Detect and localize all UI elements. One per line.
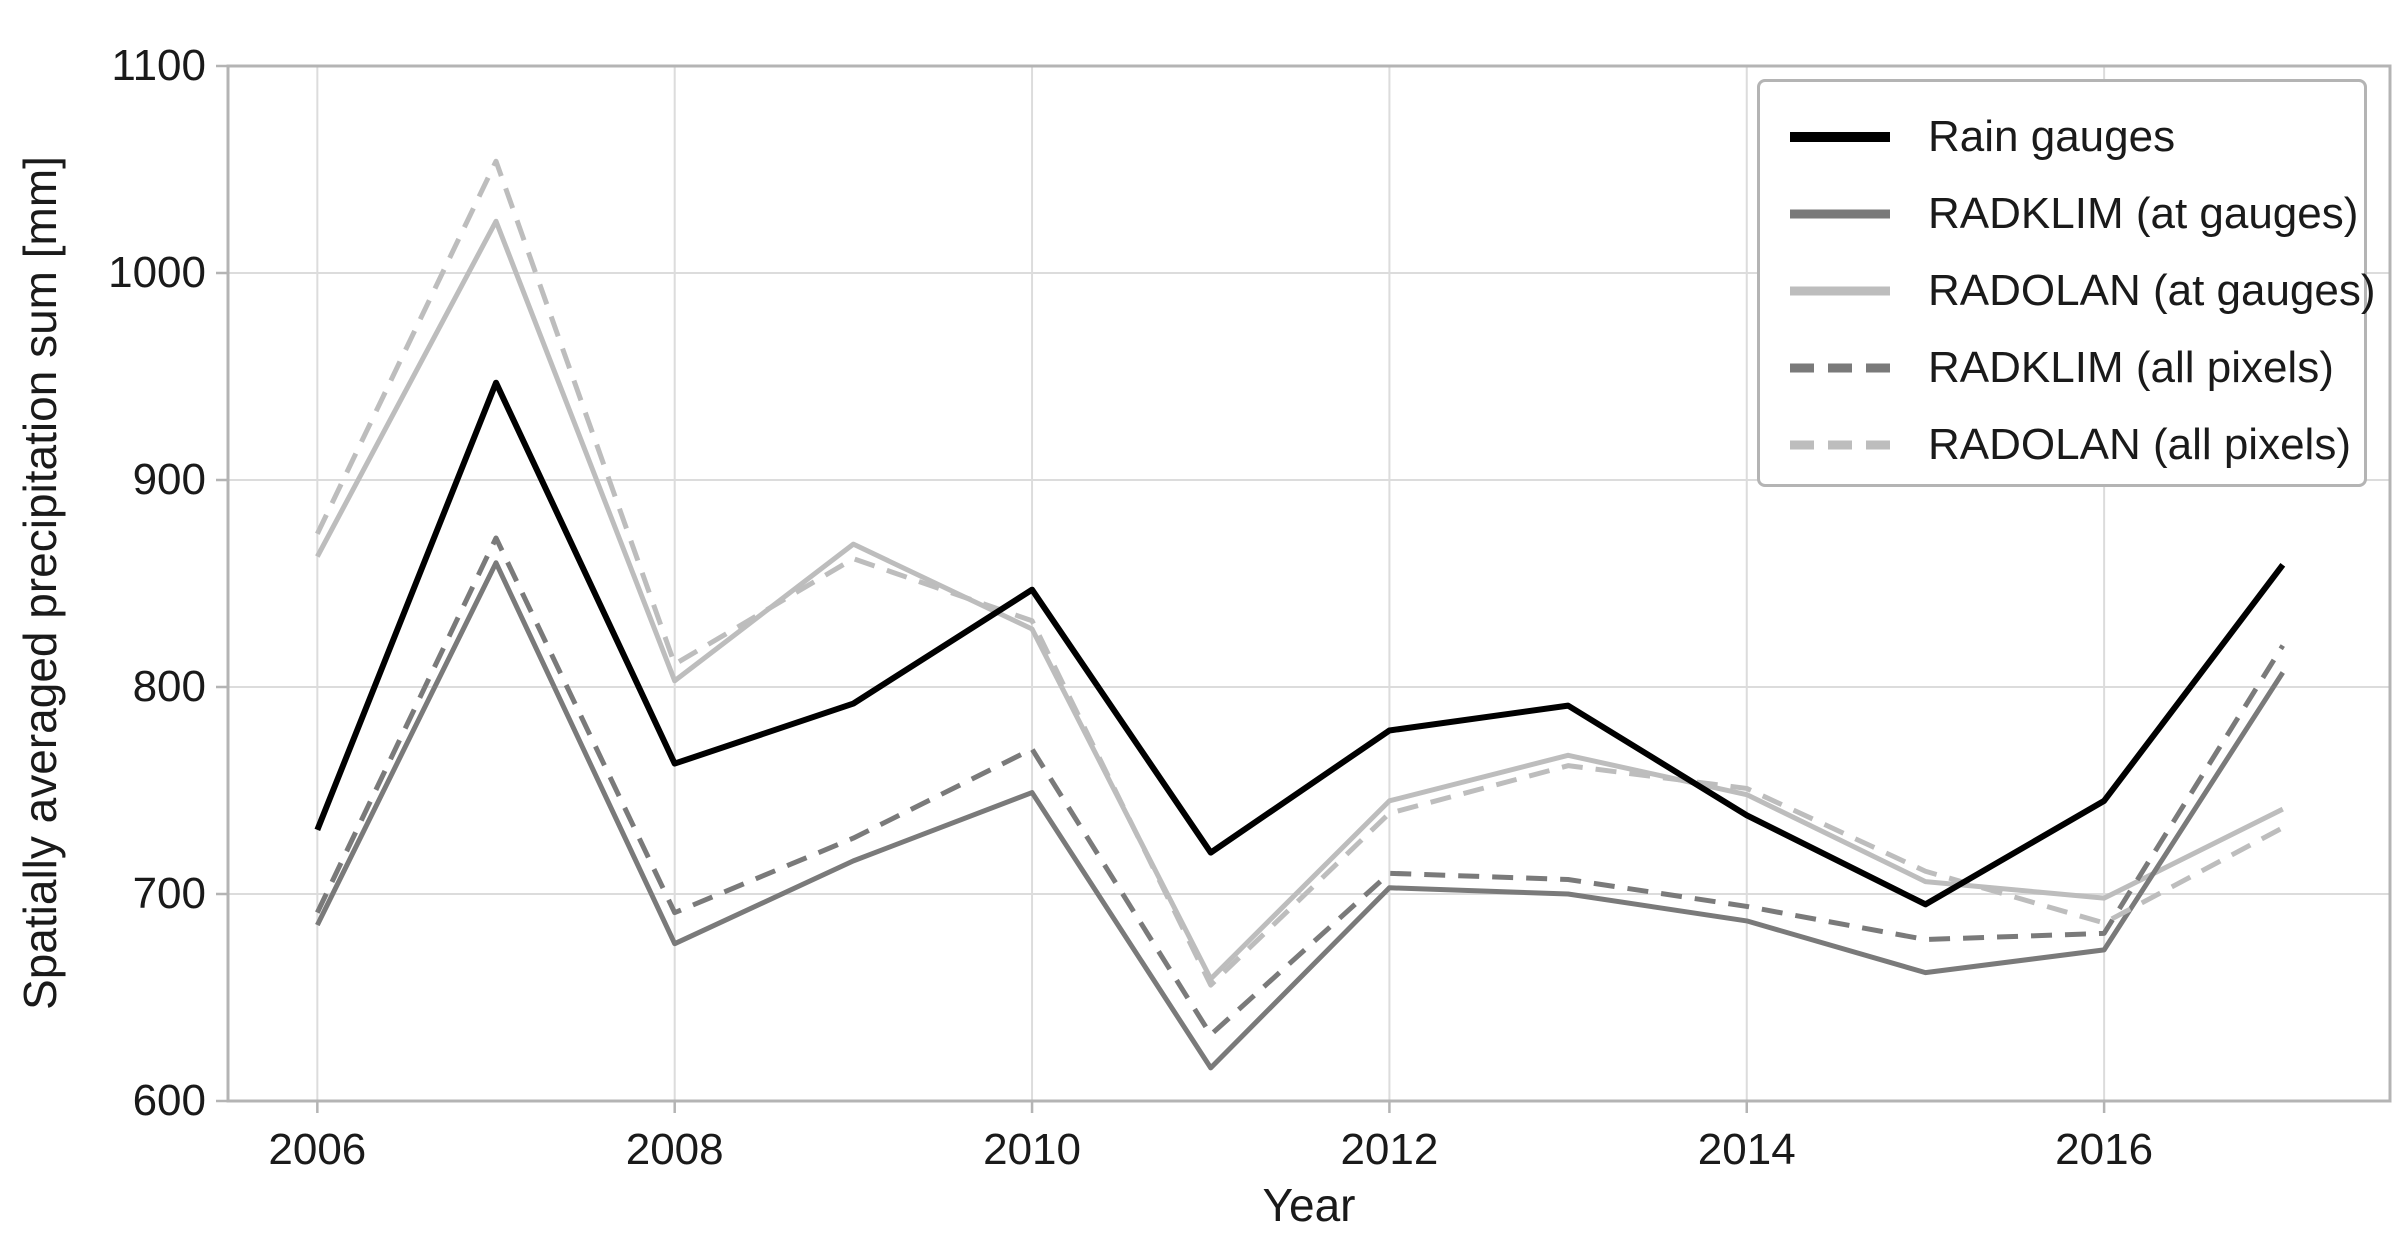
legend-item-label: RADOLAN (at gauges) [1928,265,2376,315]
legend-line-sample [1790,440,1890,449]
y-axis-label: Spatially averaged precipitation sum [mm… [14,156,66,1010]
legend-item: RADKLIM (at gauges) [1790,175,2364,252]
legend-line-sample [1790,286,1890,295]
legend-item-label: RADOLAN (all pixels) [1928,419,2351,469]
series-line-radklim-at-gauges [315,560,2285,1071]
x-tick-label: 2010 [983,1125,1081,1174]
legend-item-label: RADKLIM (all pixels) [1928,342,2334,392]
x-tick-label: 2006 [268,1125,367,1174]
legend-item-label: RADKLIM (at gauges) [1928,188,2359,238]
legend-item: RADOLAN (all pixels) [1790,406,2364,483]
legend-item: RADOLAN (at gauges) [1790,252,2376,329]
x-tick-label: 2008 [625,1125,724,1174]
axes-frame [226,64,2392,1103]
series-line-radolan-all-pixels [315,158,2284,988]
series-line-rain-gauges [314,379,2286,908]
y-tick-label: 1000 [108,248,206,297]
y-tick-label: 900 [132,455,206,504]
series-line-radklim-all-pixels [315,535,2285,1038]
legend-item-label: Rain gauges [1928,111,2176,161]
legend-item: Rain gauges [1790,98,2364,175]
y-tick-label: 600 [132,1076,206,1125]
legend-line-sample [1790,131,1890,142]
legend-line-sample [1790,209,1890,218]
y-tick-label: 1100 [111,41,206,90]
legend: Rain gauges RADKLIM (at gauges) RADOLAN … [1757,79,2376,487]
x-tick-label: 2014 [1697,1125,1796,1174]
legend-item: RADKLIM (all pixels) [1790,329,2364,406]
y-tick-label: 700 [132,869,206,918]
x-axis-label: Year [1262,1179,1356,1231]
y-tick-label: 800 [132,662,206,711]
x-tick-label: 2012 [1340,1125,1439,1174]
x-tick-label: 2016 [2055,1125,2154,1174]
legend-line-sample [1790,363,1890,372]
